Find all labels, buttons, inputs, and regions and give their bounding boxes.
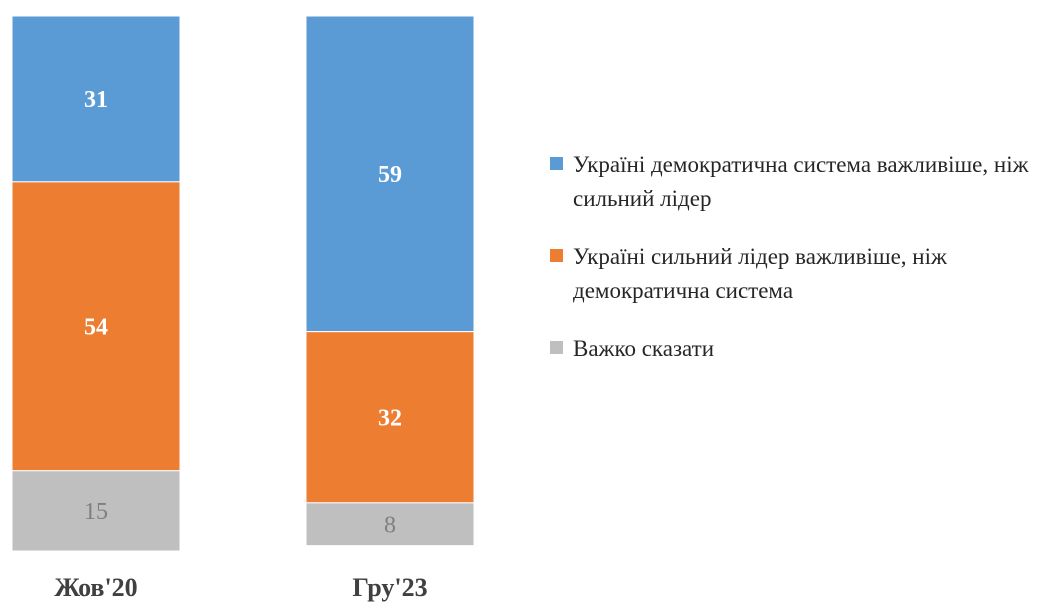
x-tick-label: Гру'23 <box>352 573 427 602</box>
legend-label: Важко сказати <box>573 336 714 361</box>
bar-segment <box>305 15 475 333</box>
data-label: 32 <box>378 405 402 431</box>
legend-label: Україні сильний лідер важливіше, ніж дем… <box>573 244 947 303</box>
legend-item: Україні демократична система важливіше, … <box>550 148 1030 216</box>
legend-item: Важко сказати <box>550 332 1030 366</box>
bars-group: 31 54 15 59 32 8 <box>11 15 475 552</box>
data-label: 59 <box>378 162 402 188</box>
legend-swatch <box>550 341 563 354</box>
bar-segment <box>11 181 181 472</box>
bar-segment <box>305 502 475 547</box>
data-label: 8 <box>384 512 396 538</box>
x-axis-labels: Жов'20 Гру'23 <box>54 573 427 602</box>
bar-segment <box>305 331 475 504</box>
legend-label: Україні демократична система важливіше, … <box>573 152 1029 211</box>
legend: Україні демократична система важливіше, … <box>550 148 1030 390</box>
legend-swatch <box>550 157 563 170</box>
legend-item: Україні сильний лідер важливіше, ніж дем… <box>550 240 1030 308</box>
data-label: 15 <box>84 499 108 525</box>
x-tick-label: Жов'20 <box>54 573 137 602</box>
bar-segment <box>11 15 181 183</box>
legend-swatch <box>550 249 563 262</box>
data-label: 31 <box>84 87 108 113</box>
data-label: 54 <box>84 314 108 340</box>
bar-segment <box>11 470 181 552</box>
